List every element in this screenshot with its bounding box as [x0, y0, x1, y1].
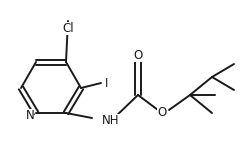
Text: I: I — [105, 77, 109, 90]
Text: NH: NH — [102, 114, 120, 127]
Text: O: O — [158, 106, 166, 119]
Text: N: N — [26, 108, 34, 122]
Text: Cl: Cl — [62, 21, 74, 34]
Text: O: O — [134, 49, 142, 62]
